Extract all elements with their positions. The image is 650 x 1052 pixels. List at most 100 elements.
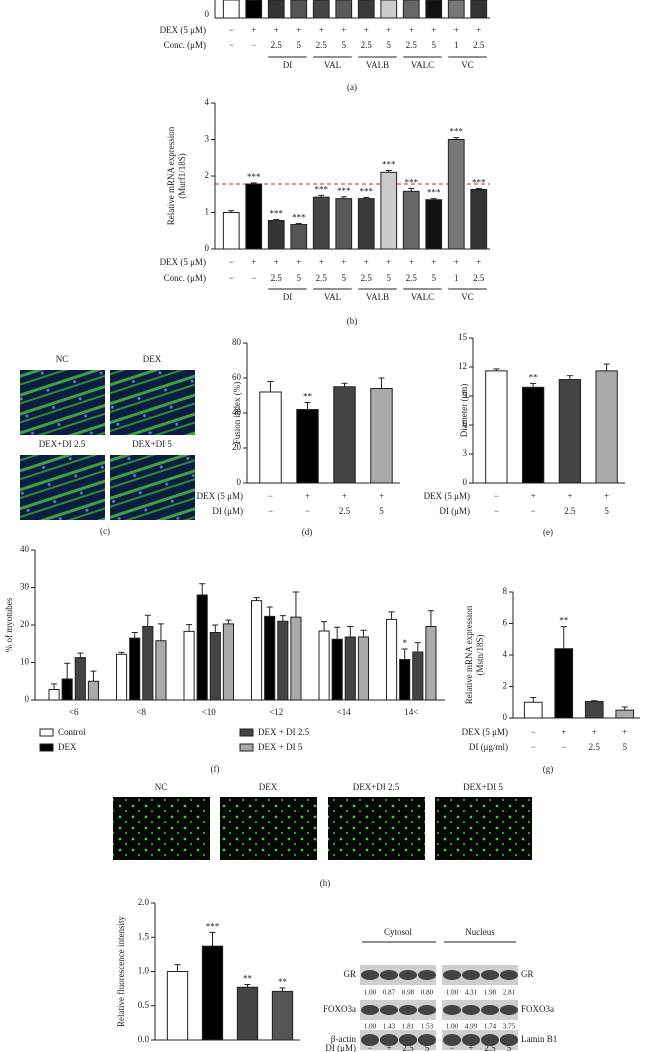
group-label: VALB <box>366 60 389 70</box>
bar <box>425 626 437 701</box>
bar <box>523 701 543 719</box>
bar <box>264 615 276 701</box>
treatment-cell: 5 <box>297 273 302 283</box>
y-tick-label: 20 <box>20 619 30 629</box>
lane-cell: 2.5 <box>402 1043 414 1052</box>
group-label: DI <box>283 60 293 70</box>
y-axis-label: Fusion index (%) <box>232 382 242 445</box>
treatment-cell: 2.5 <box>473 273 485 283</box>
bar <box>386 618 398 701</box>
y-tick-label: 1 <box>205 207 210 217</box>
panel-label: (b) <box>347 316 358 326</box>
bar <box>251 600 263 701</box>
y-tick-label: 2.0 <box>138 897 150 907</box>
bar <box>142 626 154 701</box>
bar <box>290 616 302 701</box>
treatment-cell: − <box>229 25 234 35</box>
treatment-cell: + <box>592 727 597 737</box>
blot-band <box>500 970 518 980</box>
blot-row-label: β-actin <box>331 1034 357 1044</box>
bar <box>615 709 635 719</box>
y-tick-label: 2 <box>503 681 508 691</box>
legend-label: DEX + DI 2.5 <box>258 727 310 737</box>
bar <box>245 183 263 250</box>
bar <box>201 945 224 1041</box>
image-label: DEX+DI 5 <box>463 782 503 792</box>
treatment-cell: 5 <box>387 40 392 50</box>
treatment-cell: + <box>409 25 414 35</box>
treatment-cell: + <box>296 257 301 267</box>
y-tick-label: 0.5 <box>138 1000 150 1010</box>
blot-title: Nucleus <box>465 927 495 937</box>
treatment-cell: 2.5 <box>339 506 351 516</box>
treatment-cell: + <box>567 491 572 501</box>
blot-band <box>418 970 436 980</box>
treatment-cell: − <box>531 742 536 752</box>
treatment-cell: + <box>319 25 324 35</box>
treatment-cell: 2.5 <box>473 40 485 50</box>
treatment-cell: + <box>431 25 436 35</box>
treatment-cell: + <box>604 491 609 501</box>
bar <box>209 632 221 701</box>
y-tick-label: 60 <box>232 372 242 382</box>
blot-quant: 3.75 <box>503 1023 516 1031</box>
micrograph <box>20 455 105 520</box>
y-tick-label: 3 <box>463 448 468 458</box>
bar <box>357 198 375 250</box>
y-tick-label: 0 <box>205 243 210 253</box>
bar <box>554 648 574 719</box>
blot-band <box>443 1034 461 1046</box>
treatment-cell: + <box>342 491 347 501</box>
treatment-cell: + <box>386 25 391 35</box>
y-tick-label: 6 <box>463 419 468 429</box>
micrograph <box>110 455 195 520</box>
blot-quant: 1.00 <box>446 1023 459 1031</box>
legend-swatch <box>239 728 254 737</box>
bar <box>447 139 465 250</box>
blot-band <box>380 970 398 980</box>
blot-band <box>462 1034 480 1046</box>
group-label: DI <box>283 292 293 302</box>
blot-band <box>399 970 417 980</box>
y-tick-label: 20 <box>232 442 242 452</box>
panel-label: (e) <box>543 527 553 537</box>
blot-band <box>418 1005 436 1015</box>
treatment-label: Conc. (μM) <box>164 40 206 50</box>
bar-stub <box>380 0 398 19</box>
blot-quant: 4.31 <box>465 989 478 997</box>
treatment-cell: − <box>268 506 273 516</box>
significance: *** <box>360 187 374 197</box>
bar <box>155 640 167 701</box>
blot-row-label: GR <box>521 969 534 979</box>
blot-band <box>481 1034 499 1046</box>
blot-band <box>380 1034 398 1046</box>
group-label: VAL <box>324 60 341 70</box>
blot-band <box>443 970 461 980</box>
bar <box>485 370 508 484</box>
treatment-cell: 2.5 <box>271 273 283 283</box>
lane-cell: 5 <box>425 1043 430 1052</box>
lane-cell: − <box>367 1043 372 1052</box>
treatment-label: DEX (5 μM) <box>424 491 470 501</box>
bar <box>399 659 411 701</box>
bar-stub <box>425 0 443 19</box>
bar <box>335 198 353 250</box>
blot-band <box>399 1034 417 1046</box>
y-axis-label: Relative mRNA expression <box>166 126 176 225</box>
treatment-label: DI (μM) <box>439 506 470 516</box>
y-tick-label: 40 <box>20 544 30 554</box>
treatment-cell: 5 <box>342 40 347 50</box>
bar <box>271 990 294 1041</box>
micrograph <box>435 797 532 860</box>
group-label: VAL <box>324 292 341 302</box>
treatment-cell: + <box>364 25 369 35</box>
lane-cell: + <box>468 1043 473 1052</box>
treatment-cell: − <box>494 506 499 516</box>
group-label: VALB <box>366 292 389 302</box>
treatment-cell: + <box>454 25 459 35</box>
lane-label: DI (μM) <box>325 1043 356 1052</box>
bar <box>48 689 60 701</box>
group-label: VALC <box>411 60 434 70</box>
treatment-cell: 2.5 <box>361 273 373 283</box>
